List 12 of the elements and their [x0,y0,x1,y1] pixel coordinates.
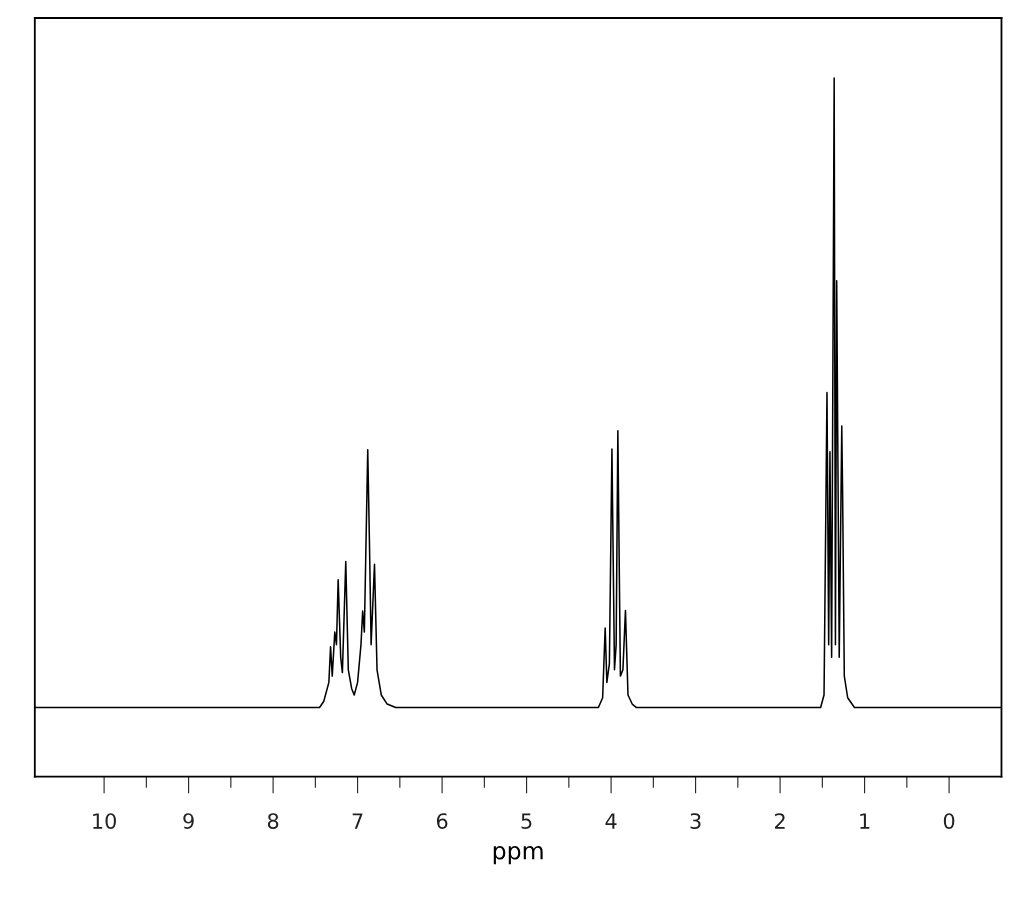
x-tick-label: 9 [183,813,194,829]
x-tick-label: 2 [774,813,785,829]
x-tick-label: 8 [267,813,279,829]
x-tick-label: 10 [93,813,116,829]
x-axis-title: ppm [493,846,543,865]
x-tick-label: 7 [352,813,363,829]
x-tick-label: 5 [521,813,532,829]
x-tick-label: 1 [860,813,870,829]
x-tick-label: 0 [943,813,955,829]
x-tick-label: 4 [605,813,617,829]
x-tick-label: 3 [690,813,701,829]
x-tick-label: 6 [436,813,448,829]
